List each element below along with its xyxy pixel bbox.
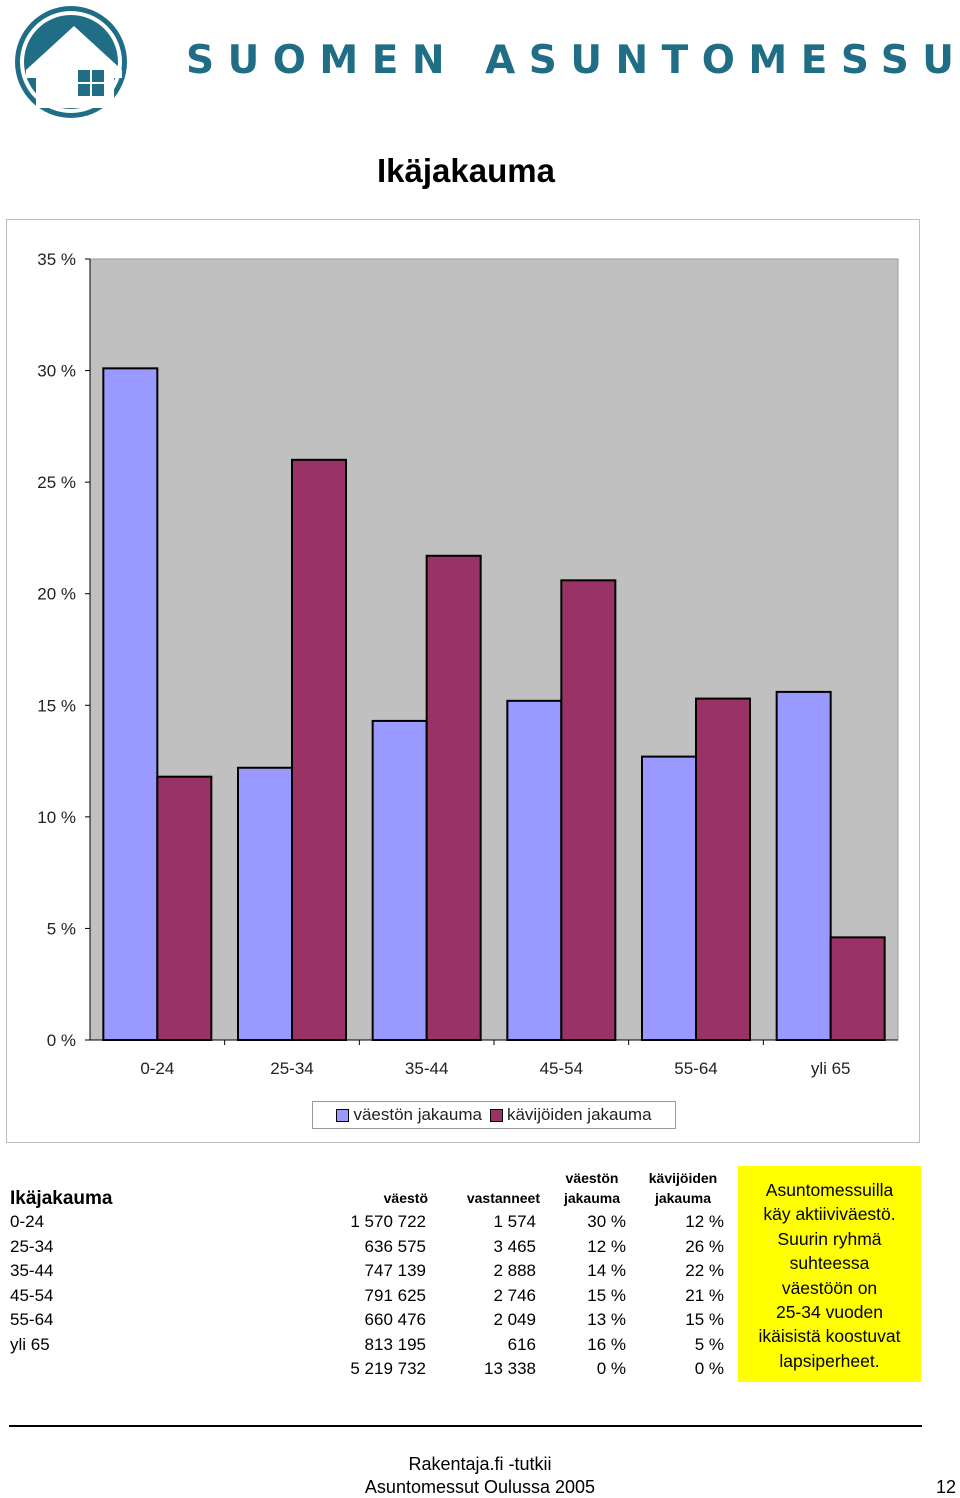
cell-vaeston-jakauma: 15 % [587, 1285, 626, 1305]
y-tick-label: 30 % [37, 362, 76, 381]
cell-vaesto: 791 625 [364, 1285, 426, 1305]
bar-vaeston-jakauma [371, 719, 428, 1041]
legend-swatch-vaeston [336, 1108, 350, 1122]
cell-vaeston-jakauma: 14 % [587, 1261, 626, 1280]
row-label: 35-44 [10, 1261, 54, 1280]
cell-vaesto: 636 575 [364, 1236, 426, 1256]
note-line: Suurin ryhmä [777, 1228, 882, 1249]
cell-vastanneet: 2 746 [493, 1285, 536, 1305]
footer-divider [9, 1425, 922, 1427]
cell-vastanneet: 13 338 [484, 1359, 536, 1378]
row-label: 0-24 [10, 1212, 45, 1231]
header-kavijoiden-jakauma-2: jakauma [654, 1190, 712, 1206]
x-tick-label: yli 65 [811, 1059, 851, 1078]
note-line: suhteessa [789, 1253, 870, 1274]
x-tick-label: 25-34 [270, 1059, 313, 1078]
row-label: 55-64 [10, 1310, 54, 1329]
note-line: 25-34 vuoden [775, 1302, 884, 1323]
bar-kavijoiden-jakauma [425, 554, 482, 1042]
bar-vaeston-jakauma [775, 690, 832, 1041]
header-vaesto: väestö [383, 1190, 428, 1206]
note-line: Asuntomessuilla [765, 1180, 894, 1200]
cell-vastanneet: 616 [507, 1334, 536, 1354]
bar-chart: 0 % 5 % 10 % 15 % 20 % 25 % 30 % 35 % 0-24 25-34 3… [37, 250, 899, 1078]
cell-kavijoiden-jakauma: 22 % [685, 1261, 724, 1280]
legend-swatch-kavijoiden [489, 1108, 503, 1122]
cell-vaesto: 1 570 722 [350, 1212, 426, 1231]
y-tick-label: 5 % [47, 919, 76, 938]
bar-kavijoiden-jakauma [291, 458, 347, 1042]
cell-kavijoiden-jakauma: 15 % [685, 1310, 724, 1329]
note-line: käy aktiiviväestö. [763, 1204, 896, 1225]
header-vastanneet: vastanneet [466, 1190, 540, 1206]
cell-vaeston-jakauma: 30 % [587, 1212, 626, 1231]
cell-vaeston-jakauma: 0 % [596, 1359, 626, 1378]
legend-label-vaeston: väestön jakauma [353, 1105, 482, 1124]
cell-kavijoiden-jakauma: 21 % [685, 1285, 724, 1305]
table-title: Ikäjakauma [10, 1188, 113, 1209]
cell-vaeston-jakauma: 13 % [587, 1310, 626, 1329]
x-tick-label: 55-64 [674, 1059, 717, 1078]
footer-line-1: Rakentaja.fi -tutkii [408, 1454, 552, 1474]
bar-vaeston-jakauma [237, 766, 293, 1041]
legend-label-kavijoiden: kävijöiden jakauma [506, 1105, 652, 1124]
cell-kavijoiden-jakauma: 5 % [694, 1334, 724, 1354]
note-line: lapsiperheet. [779, 1350, 880, 1371]
cell-kavijoiden-jakauma: 26 % [685, 1236, 724, 1256]
bar-kavijoiden-jakauma [695, 697, 751, 1041]
bar-vaeston-jakauma [641, 755, 697, 1041]
note-line: väestöön on [781, 1277, 878, 1298]
footer-line-2: Asuntomessut Oulussa 2005 [364, 1477, 596, 1497]
cell-vaeston-jakauma: 16 % [587, 1334, 626, 1354]
cell-vastanneet: 2 888 [493, 1261, 536, 1280]
cell-vastanneet: 1 574 [493, 1212, 536, 1231]
house-logo-icon [15, 6, 127, 118]
cell-vaesto: 747 139 [364, 1261, 426, 1280]
y-tick-label: 20 % [37, 585, 76, 604]
y-tick-label: 10 % [37, 808, 76, 827]
y-tick-label: 35 % [37, 250, 76, 269]
page-number: 12 [936, 1477, 957, 1497]
cell-vaesto: 5 219 732 [350, 1359, 426, 1378]
bar-vaeston-jakauma [102, 367, 159, 1041]
header-vaeston-jakauma-2: jakauma [563, 1190, 621, 1206]
header-kavijoiden-jakauma-1: kävijöiden [648, 1170, 718, 1186]
cell-vastanneet: 3 465 [493, 1236, 536, 1256]
y-tick-label: 15 % [37, 696, 76, 715]
bar-kavijoiden-jakauma [560, 579, 617, 1042]
cell-vaeston-jakauma: 12 % [587, 1236, 626, 1256]
row-label: 45-54 [10, 1285, 54, 1305]
y-tick-label: 25 % [37, 473, 76, 492]
legend-item-vaeston: väestön jakauma [336, 1105, 482, 1125]
x-tick-label: 35-44 [405, 1059, 448, 1078]
cell-vaesto: 660 476 [364, 1310, 426, 1329]
note-line: ikäisistä koostuvat [758, 1326, 901, 1347]
page-title: Ikäjakauma [377, 152, 555, 189]
bar-vaeston-jakauma [506, 699, 563, 1042]
cell-vaesto: 813 195 [364, 1334, 426, 1354]
cell-vastanneet: 2 049 [493, 1310, 536, 1329]
plot-area [89, 258, 899, 1041]
bar-kavijoiden-jakauma [829, 936, 886, 1042]
chart-legend: väestön jakauma kävijöiden jakauma [312, 1101, 676, 1129]
y-tick-label: 0 % [47, 1031, 76, 1050]
brand-wordmark: SUOMEN ASUNTOMESSUT [186, 38, 960, 83]
row-label: 25-34 [10, 1236, 54, 1256]
x-tick-label: 45-54 [540, 1059, 583, 1078]
cell-kavijoiden-jakauma: 0 % [694, 1359, 724, 1378]
bar-kavijoiden-jakauma [156, 775, 213, 1041]
x-tick-label: 0-24 [140, 1059, 174, 1078]
header-vaeston-jakauma-1: väestön [565, 1170, 619, 1186]
highlight-note: Asuntomessuilla käy aktiiviväestö. Suuri… [738, 1166, 921, 1382]
cell-kavijoiden-jakauma: 12 % [685, 1212, 724, 1231]
legend-item-kavijoiden: kävijöiden jakauma [489, 1105, 652, 1125]
row-label: yli 65 [10, 1334, 50, 1354]
